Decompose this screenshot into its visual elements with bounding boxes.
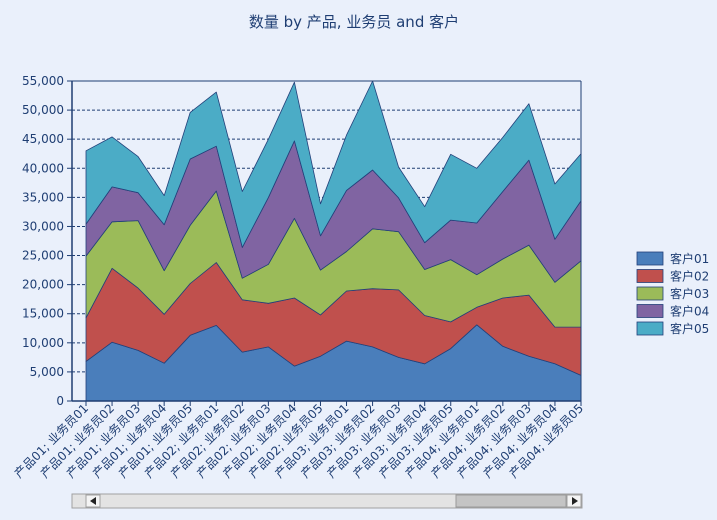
chart-title: 数量 by 产品, 业务员 and 客户: [249, 13, 459, 31]
legend-swatch-1: [636, 251, 664, 266]
y-tick-label: 55,000: [22, 74, 64, 88]
horizontal-scrollbar[interactable]: [71, 493, 583, 509]
y-tick-label: 10,000: [22, 336, 64, 350]
y-tick-label: 35,000: [22, 190, 64, 204]
y-tick-label: 15,000: [22, 307, 64, 321]
y-tick-label: 5,000: [30, 365, 64, 379]
y-tick-label: 30,000: [22, 219, 64, 233]
scrollbar-thumb[interactable]: [455, 494, 567, 508]
y-axis-tick-labels: 0 5,000 10,000 15,000 20,000 25,000 30,000 35,0…: [22, 74, 64, 408]
legend-label-3: 客户03: [670, 286, 709, 301]
legend: 客户01 客户02 客户03 客户04 客户05: [636, 251, 709, 336]
area-series-layer: [85, 80, 582, 402]
legend-label-4: 客户04: [670, 304, 709, 319]
legend-swatch-2: [636, 269, 664, 283]
y-tick-label: 20,000: [22, 278, 64, 292]
legend-label-5: 客户05: [670, 321, 709, 336]
scrollbar-track[interactable]: [71, 493, 583, 509]
y-tick-label: 40,000: [22, 161, 64, 175]
legend-swatch-5: [636, 321, 664, 336]
y-tick-label: 45,000: [22, 132, 64, 146]
scroll-right-arrow-icon: [572, 497, 578, 505]
legend-label-2: 客户02: [670, 269, 709, 284]
legend-label-1: 客户01: [670, 251, 709, 266]
y-tick-label: 25,000: [22, 249, 64, 263]
legend-swatch-4: [636, 304, 664, 318]
scroll-left-arrow-icon: [90, 497, 96, 505]
y-tick-label: 0: [56, 394, 64, 408]
y-tick-label: 50,000: [22, 103, 64, 117]
legend-swatch-3: [636, 286, 664, 301]
axes: [67, 80, 582, 406]
